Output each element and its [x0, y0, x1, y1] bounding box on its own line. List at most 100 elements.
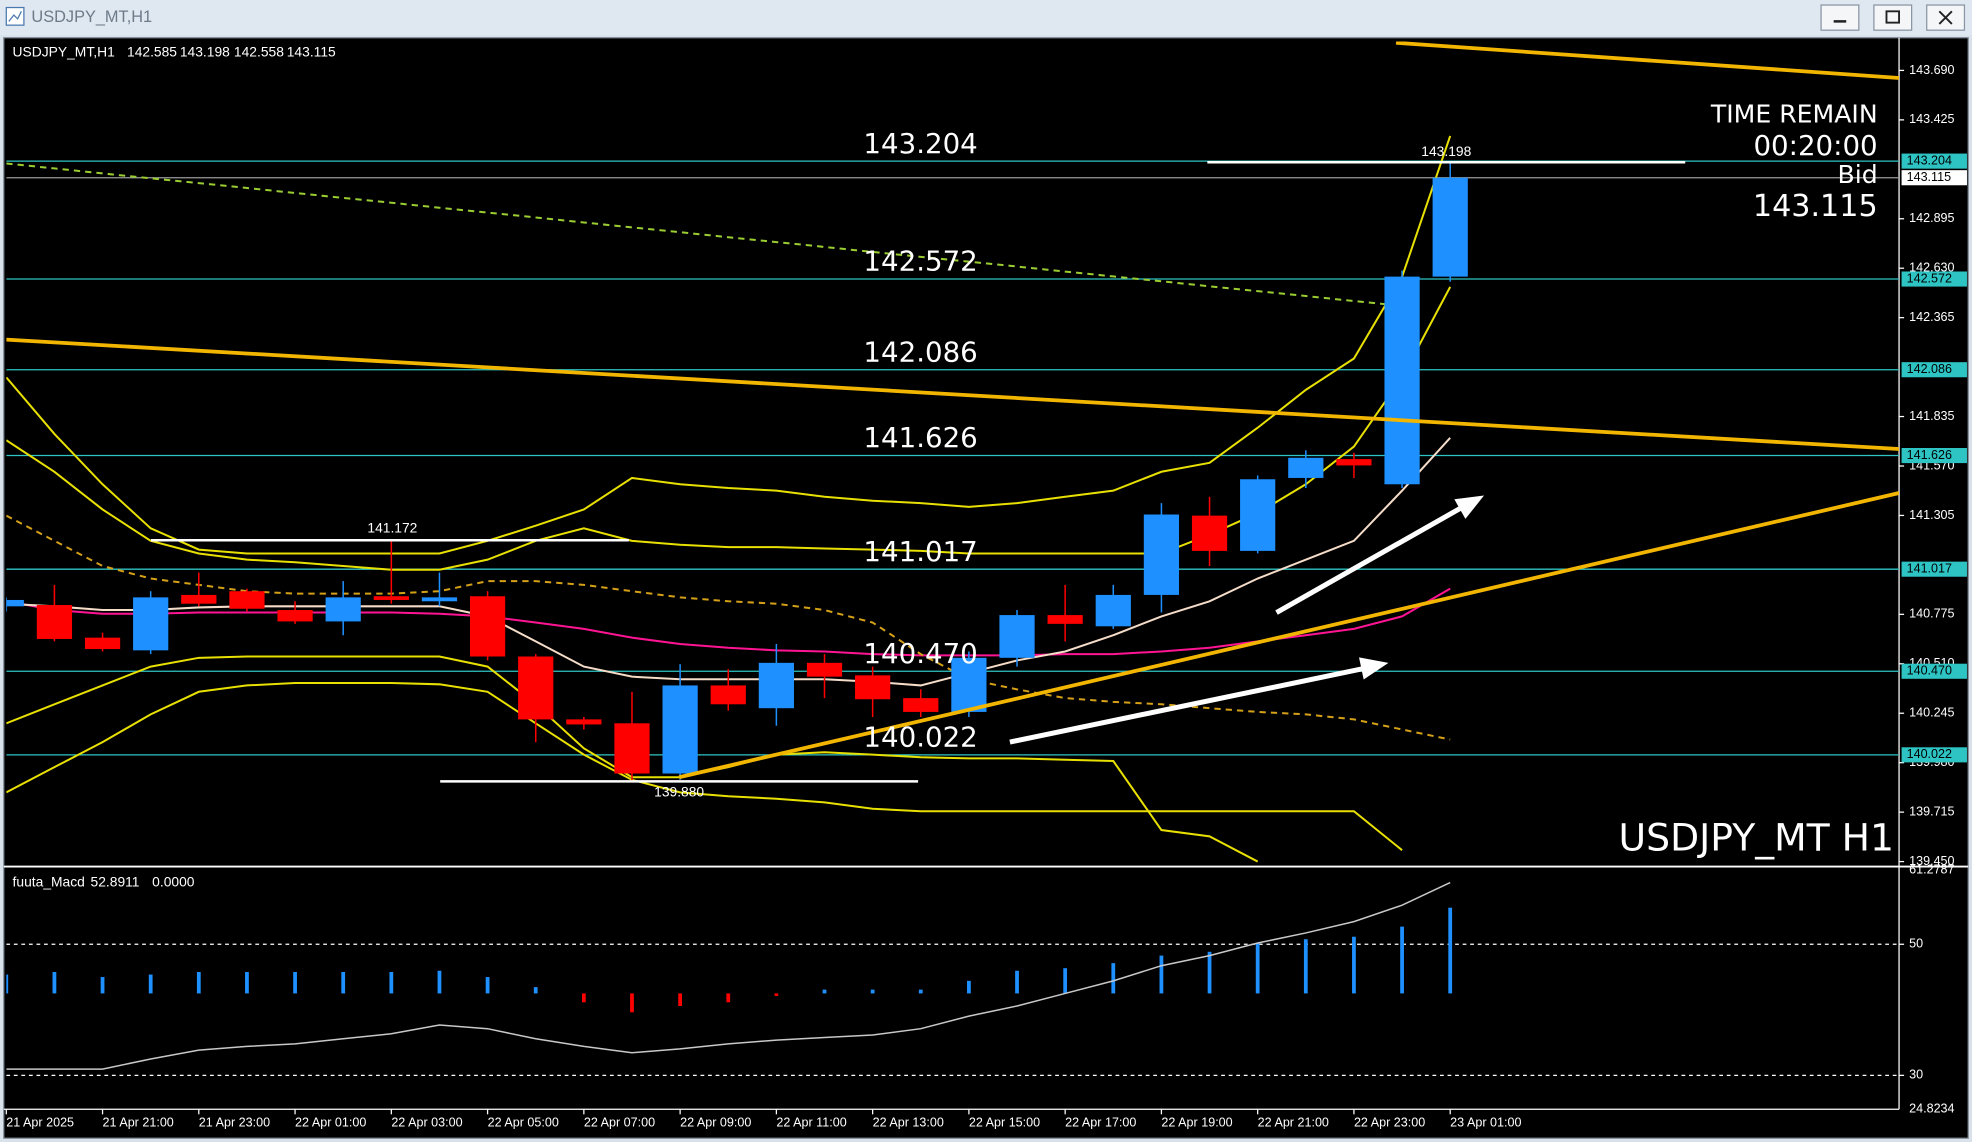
candle-body — [469, 596, 506, 657]
candle-body — [6, 599, 24, 607]
macd-tick-label: 30 — [1909, 1068, 1923, 1082]
candle-body — [84, 637, 121, 650]
x-tick-label: 22 Apr 01:00 — [295, 1115, 366, 1129]
candle-body — [1191, 515, 1228, 551]
macd-bar — [52, 971, 57, 994]
candle-body — [133, 597, 169, 651]
x-tick-label: 22 Apr 13:00 — [873, 1115, 944, 1129]
annotation-label: 139.880 — [654, 783, 704, 799]
arrow-head — [1454, 495, 1485, 519]
annotation-label: 143.198 — [1421, 143, 1471, 159]
ohlc-low: 142.558 — [234, 43, 284, 59]
candle-body — [855, 675, 891, 700]
candle-body — [951, 657, 987, 712]
annotation-label: 141.172 — [367, 520, 417, 536]
macd-bar — [100, 977, 105, 994]
macd-bar — [196, 971, 201, 994]
candle-body — [1240, 479, 1276, 551]
macd-bar — [1448, 907, 1453, 994]
time-remain-label: TIME REMAIN — [1710, 100, 1878, 129]
close-button[interactable] — [1926, 4, 1966, 31]
symbol-label: USDJPY_MT,H1 — [13, 43, 116, 59]
y-tick-label: 142.895 — [1909, 211, 1954, 225]
level-label: 140.022 — [863, 720, 977, 753]
x-tick-label: 21 Apr 23:00 — [199, 1115, 270, 1129]
y-tick-label: 142.365 — [1909, 310, 1954, 324]
candle-body — [758, 662, 794, 709]
y-tick-label: 141.305 — [1909, 508, 1954, 522]
trendline — [1395, 41, 1900, 80]
macd-bar — [1159, 955, 1164, 994]
candle-body — [518, 656, 554, 720]
candle-body — [36, 605, 73, 639]
axes: 143.690 143.425 142.895 142.630 142.365 141.8… — [5, 63, 1967, 1129]
x-tick-label: 21 Apr 21:00 — [103, 1115, 174, 1129]
arrow — [1009, 665, 1368, 745]
level-tag-label: 140.022 — [1907, 747, 1952, 761]
candle-body — [1336, 459, 1372, 466]
macd-bar — [437, 970, 442, 994]
y-tick-label: 141.835 — [1909, 409, 1954, 423]
macd-bar — [678, 993, 683, 1007]
level-label: 141.626 — [863, 421, 977, 454]
indicator-readout: 52.8911 — [91, 874, 140, 890]
watermark: USDJPY_MT H1 — [1619, 816, 1894, 860]
candle-body — [1288, 457, 1324, 478]
x-tick-label: 22 Apr 09:00 — [680, 1115, 751, 1129]
level-tag — [1901, 362, 1967, 378]
level-label: 140.470 — [863, 637, 977, 670]
candle-body — [1143, 514, 1180, 595]
y-tick-label: 140.245 — [1909, 706, 1954, 720]
ohlc-high: 143.198 — [180, 43, 230, 59]
indicator-line — [6, 162, 1403, 307]
indicator-label: fuuta_Macd — [13, 874, 85, 890]
macd-bar — [533, 987, 538, 994]
macd-tick-label: 61.2787 — [1909, 863, 1954, 877]
title-bar — [0, 0, 1972, 36]
time-remain: 00:20:00 — [1753, 129, 1877, 162]
y-tick-label: 140.775 — [1909, 607, 1954, 621]
x-tick-label: 21 Apr 2025 — [6, 1115, 74, 1129]
macd-bar — [485, 977, 490, 994]
level-label: 141.017 — [863, 535, 977, 568]
indicator-line — [6, 681, 1403, 851]
y-tick-label: 143.690 — [1909, 63, 1954, 77]
candle-body — [999, 615, 1035, 658]
bid-label: Bid — [1837, 160, 1877, 189]
macd-bar — [967, 980, 971, 994]
macd-bar — [245, 971, 249, 994]
level-label: 142.086 — [863, 335, 977, 368]
level-tag — [1901, 271, 1967, 287]
level-label: 142.572 — [863, 245, 977, 278]
labels: 143.204 142.572 142.086 141.626 141.017 140.4… — [150, 127, 1686, 799]
macd-bar — [630, 993, 634, 1013]
window-icon-glyph — [8, 11, 22, 22]
x-tick-label: 22 Apr 03:00 — [391, 1115, 462, 1129]
candle-body — [806, 662, 843, 677]
indicator-line — [6, 514, 1451, 741]
level-tag — [1901, 663, 1967, 679]
minimize-button[interactable] — [1820, 4, 1860, 31]
candle-body — [181, 594, 217, 604]
candle-body — [1047, 615, 1083, 624]
macd-bar — [1400, 926, 1404, 994]
candle-body — [373, 596, 409, 600]
level-tag-label: 142.572 — [1907, 271, 1952, 285]
candle-body — [325, 597, 361, 622]
macd-bar — [1015, 970, 1019, 994]
arrow — [1275, 503, 1467, 615]
restore-button[interactable] — [1873, 4, 1913, 31]
indicator-readout: 0.0000 — [152, 874, 195, 890]
y-tick-label: 139.715 — [1909, 804, 1954, 818]
level-tag — [1901, 153, 1967, 169]
macd-bar — [293, 971, 297, 994]
macd-tick-label: 50 — [1909, 937, 1923, 951]
macd-bar — [389, 971, 394, 994]
candle-body — [229, 591, 265, 609]
macd-bar — [774, 993, 779, 996]
candle-body — [566, 719, 602, 725]
indicator-line — [6, 587, 1451, 657]
candle-body — [614, 723, 650, 774]
